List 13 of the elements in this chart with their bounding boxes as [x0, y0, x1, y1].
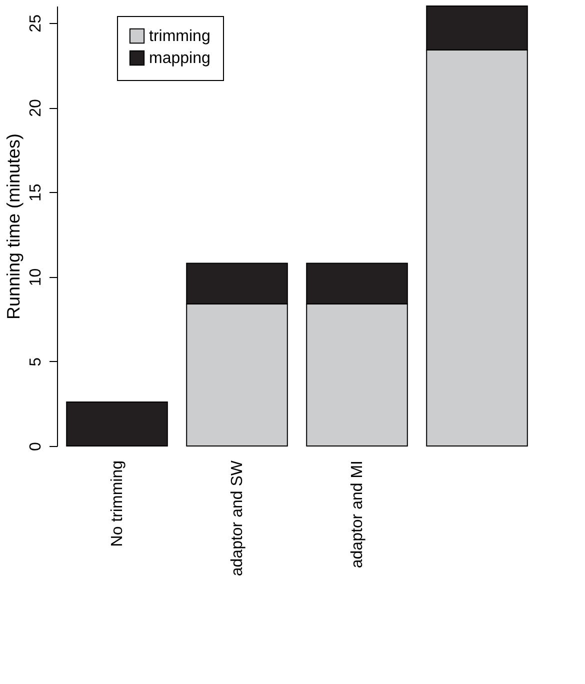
y-tick-label: 20 — [28, 99, 44, 117]
bar — [66, 402, 168, 446]
legend-label: trimming — [149, 28, 210, 45]
y-tick-label: 25 — [28, 14, 44, 32]
y-tick-label: 5 — [28, 357, 44, 366]
x-tick-label: adaptor and MI — [349, 460, 366, 568]
y-tick-label: 15 — [28, 184, 44, 202]
x-tick-label: adaptor and SW — [229, 460, 246, 576]
y-axis-title: Running time (minutes) — [4, 133, 24, 320]
y-tick-label: 0 — [28, 442, 44, 451]
x-tick-label: No trimming — [109, 460, 126, 547]
legend-label: mapping — [149, 50, 210, 67]
y-tick-label: 10 — [28, 268, 44, 286]
